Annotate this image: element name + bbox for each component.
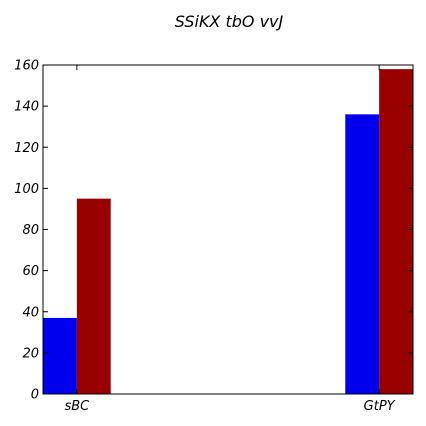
y-tick-label: 40 <box>22 305 39 320</box>
y-tick-label: 60 <box>22 264 39 279</box>
bar-sBC-series-1 <box>43 317 77 394</box>
y-tick-label: 100 <box>14 182 39 197</box>
x-tick-label: sBC <box>64 399 90 414</box>
bar-GtPY-series-2 <box>379 69 413 395</box>
y-tick-label: 0 <box>31 388 39 403</box>
plot-frame <box>42 64 414 395</box>
chart-title: SSiKX tbO vvJ <box>175 12 284 31</box>
bar-sBC-series-2 <box>76 198 111 394</box>
x-tick-label: GtPY <box>364 399 396 414</box>
y-tick-label: 160 <box>14 59 39 74</box>
y-tick-label: 140 <box>14 100 39 115</box>
bar-GtPY-series-1 <box>345 114 380 394</box>
bars-layer <box>43 69 413 395</box>
y-axis: 0 20 40 60 80 100 120 140 160 <box>14 59 413 403</box>
y-tick-label: 20 <box>22 346 39 361</box>
y-tick-label: 80 <box>22 223 39 238</box>
y-tick-label: 120 <box>14 141 39 156</box>
x-axis: sBC GtPY <box>64 65 396 414</box>
